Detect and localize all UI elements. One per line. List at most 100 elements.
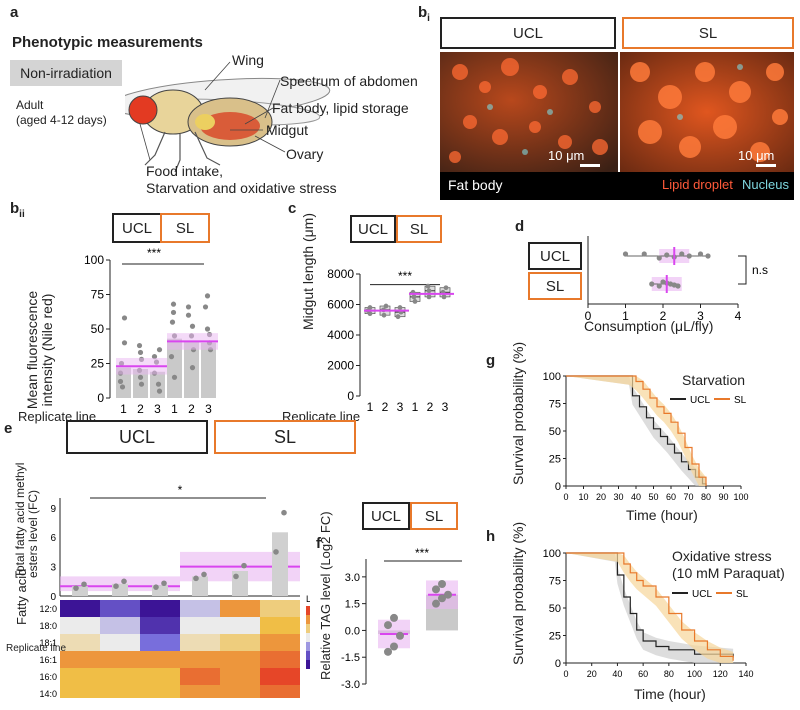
e-point [153,584,159,590]
g-xlabel: Time (hour) [626,507,698,523]
d-sl-box: SL [528,272,582,300]
c-point [367,305,373,310]
d-point [649,281,655,287]
bi-sl-box: SL [622,17,794,49]
c-ylabel: Midgut length (μm) [300,213,316,330]
bii-point [155,381,162,387]
bii-point [185,312,192,318]
d-point [679,251,685,257]
c-xtick-label: 2 [427,400,434,414]
lipid-droplet-legend: Lipid droplet [662,177,733,192]
e-row-label: C18:1 [40,638,57,648]
e-point [273,549,279,555]
e-point [201,571,207,578]
e-ylabel-top: Total fatty acid methyl esters level (FC… [13,462,40,578]
e-legend-swatch [306,606,310,615]
e-heatmap-cell [180,617,220,634]
d-ucl-box: UCL [528,242,582,270]
g-xtick-label: 80 [701,492,711,502]
bii-sl-box: SL [160,213,210,243]
f-point [438,594,446,603]
e-heatmap-cell [140,600,180,617]
f-significance: *** [415,546,429,560]
panel-bii-label: bii [10,200,25,220]
e-row-label: C14:0 [40,689,57,698]
fly-illustration [125,77,331,173]
c-point [397,305,403,310]
c-point [441,294,447,300]
bii-point [171,374,178,380]
f-point [432,599,440,608]
bii-point [151,354,158,360]
e-point [233,573,239,580]
c-ytick-label: 8000 [327,267,354,281]
g-xtick-label: 10 [578,492,588,502]
e-heatmap-cell [60,617,100,634]
adult-age-label: (aged 4-12 days) [16,113,107,127]
bii-bar [167,338,182,398]
e-legend-swatch [306,651,310,660]
e-heatmap-cell [100,685,140,698]
f-point [384,621,392,630]
e-legend-swatch [306,660,310,669]
h-xtick-label: 100 [687,669,702,679]
ucl-micrograph [440,52,618,172]
fly-diagram [125,61,331,173]
panel-c-label: c [288,200,297,217]
bii-point [137,374,144,380]
e-top-ytick-label: 0 [50,592,56,603]
g-legend-sl-label: SL [734,395,747,406]
e-heatmap-cell [140,685,180,698]
g-ytick-label: 25 [549,454,561,466]
e-xcaption: Replicate line [6,643,67,654]
e-point [193,575,199,582]
h-ci-band [566,553,734,663]
c-ucl-box: UCL [350,215,396,243]
e-heatmap-cell [220,634,260,651]
f-point [396,631,404,640]
c-ytick-label: 0 [347,389,354,403]
g-chart: 0 25 50 75 100 0 10 20 30 40 50 60 70 80 90 100 UCL SL [543,371,749,502]
e-heatmap-cell [220,685,260,698]
f-chart: 3.0 1.5 0.0 -1.5 -3.0 *** [341,546,462,691]
c-ytick-label: 4000 [327,328,354,342]
bii-ucl-box: UCL [112,213,162,243]
e-top-ytick-label: 6 [50,533,56,544]
c-significance: *** [398,269,412,283]
bii-point [156,347,163,353]
h-xtick-label: 0 [563,669,568,679]
e-top-ytick-label: 3 [50,563,56,574]
e-bar [272,532,288,596]
f-point [384,647,392,656]
bii-ylabel: Mean fluorescence intensity (Nile red) [24,290,55,410]
bii-xtick-label: 2 [188,402,195,416]
e-heatmap-cell [220,651,260,668]
e-legend-title: Log [306,594,310,604]
h-ytick-label: 75 [549,576,561,588]
d-sig-bracket [738,255,747,285]
annotation-abdomen: Spectrum of abdomen [280,73,418,89]
f-point [432,585,440,594]
e-legend-swatch [306,633,310,642]
g-curve [566,375,707,486]
f-ytick-label: 3.0 [345,572,360,584]
d-point [686,253,692,259]
e-heatmap-cell [100,634,140,651]
e-point [161,580,167,587]
bii-point [137,349,144,356]
panel-f-label: f [316,535,321,552]
h-legend-sl-label: SL [736,589,749,600]
annotation-ovary: Ovary [286,146,324,162]
bii-ytick-label: 0 [97,391,104,405]
f-point [390,642,398,651]
panel-d-label: d [515,218,525,235]
h-ylabel: Survival probability (%) [510,521,526,665]
g-xtick-label: 20 [596,492,606,502]
e-heatmap-cell [60,685,100,698]
e-heatmap-cell [180,668,220,685]
h-legend-ucl-label: UCL [692,589,712,600]
g-xtick-label: 50 [648,492,658,502]
scale-bar-sl: 10 μm [738,148,775,163]
bii-xtick-label: 1 [171,402,178,416]
